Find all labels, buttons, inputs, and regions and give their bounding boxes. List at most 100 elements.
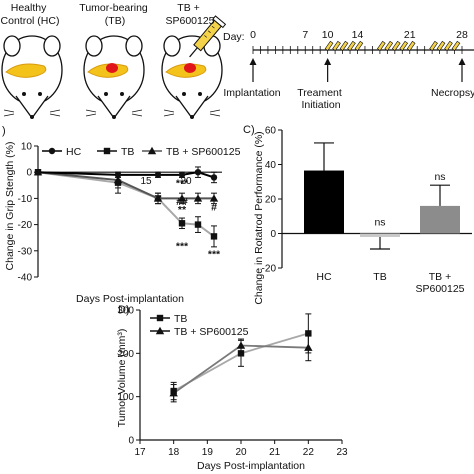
panel-c-category-label: TB (373, 271, 386, 283)
panel-d-legend-label: TB + SP600125 (174, 326, 249, 338)
panel-d-data-point (305, 330, 312, 337)
panel-b-x-tick-label: 15 (140, 176, 152, 187)
panel-c-category-label: TB + (429, 271, 451, 283)
timeline: Day: 0 7 10 14 21 28 Implantation Treament In… (223, 29, 474, 111)
panel-b-data-point (154, 171, 162, 179)
panel-b-legend-marker (103, 147, 111, 155)
panel-b-legend-label: TB (121, 146, 134, 158)
group-label-hc: Healthy Control (HC) (1, 2, 60, 27)
panel-d-x-tick-label: 17 (134, 447, 146, 458)
timeline-day-label: 14 (352, 29, 364, 41)
panel-d-data-point (237, 350, 245, 357)
injection-mark-icon (384, 40, 394, 51)
panel-d-x-tick-label: 23 (336, 447, 348, 458)
mouse-tb-sp600125-illustration (161, 15, 227, 120)
panel-b-y-tick-label: -10 (18, 194, 33, 205)
panel-d-y-axis-label: Tumor Volume (mm³) (116, 329, 128, 428)
timeline-day-labels: 0 7 10 14 21 28 (250, 29, 468, 41)
mouse-hc-illustration (1, 35, 63, 120)
arrow-implantation-icon (249, 58, 257, 82)
timeline-day-label: 21 (404, 29, 416, 41)
panel-b-data-point (194, 221, 202, 228)
panel-d-legend-marker (155, 326, 165, 335)
panel-c-category-label: SP600125 (415, 283, 464, 295)
panel-c-y-tick-label: 40 (265, 160, 277, 171)
panel-c-y-tick-label: 20 (265, 195, 277, 206)
panel-c-rotarod-chart: C) Change in Rotatrod Performance (%) 60… (243, 124, 472, 305)
panel-d-data-point (169, 389, 178, 397)
injection-mark-icon (324, 40, 334, 51)
injection-mark-icon (451, 40, 461, 51)
panel-d-y-tick-label: 300 (117, 306, 134, 317)
panel-c-bar (304, 170, 344, 234)
syringe-icon (189, 15, 227, 58)
timeline-event-implantation: Implantation (223, 87, 280, 99)
panel-b-y-axis-label: Change in Grip Stength (%) (4, 142, 16, 271)
panel-d-letter: D) (118, 304, 130, 316)
panel-a: Healthy Control (HC) Tumor-bearing (TB) … (1, 2, 474, 120)
panel-b-y-tick-label: -20 (18, 220, 33, 231)
panel-d-y-tick-label: 0 (128, 436, 134, 447)
panel-d-legend-label: TB (174, 313, 187, 325)
injection-mark-icon (436, 40, 446, 51)
panel-b-letter: ) (2, 125, 6, 137)
panel-b-legend-label: TB + SP600125 (166, 146, 241, 158)
injection-mark-icon (406, 40, 416, 51)
panel-b-legend-label: HC (66, 146, 82, 158)
panel-d-legend-marker (156, 314, 164, 322)
panel-b-data-point (178, 171, 186, 179)
panel-b-significance-label: ** (178, 204, 187, 216)
injection-mark-icon (391, 40, 401, 51)
panel-c-bar (420, 205, 460, 234)
timeline-day-label: 0 (250, 29, 256, 41)
panel-c-bar (360, 233, 400, 237)
panel-b-significance-label: *** (176, 178, 189, 190)
panel-b-data-point (114, 171, 122, 179)
panel-c-category-label: HC (316, 271, 332, 283)
timeline-event-treatment-initiation: Treament Initiation (297, 87, 344, 111)
panel-b-data-point (153, 194, 163, 202)
panel-b-y-tick-label: 10 (21, 142, 33, 153)
timeline-day-prefix: Day: (223, 31, 245, 43)
panel-c-y-tick-label: 0 (270, 229, 276, 240)
mouse-tb-illustration (83, 35, 145, 120)
panel-b-grip-strength-chart: ) Change in Grip Stength (%) Days Post-i… (2, 125, 241, 305)
injection-mark-icon (354, 40, 364, 51)
injection-mark-icon (377, 40, 386, 51)
panel-b-y-tick-label: 0 (26, 168, 32, 179)
panel-b-data-point (209, 194, 219, 202)
injection-mark-icon (347, 40, 356, 51)
injection-mark-icon (429, 40, 438, 51)
panel-b-legend: HC TB TB + SP600125 (42, 146, 241, 158)
panel-d-y-tick-label: 200 (117, 349, 134, 360)
panel-d-x-axis-label: Days Post-implantation (197, 460, 305, 472)
panel-b-x-axis-label: Days Post-implantation (76, 293, 184, 305)
panel-b-x-tick-label: 20 (180, 176, 192, 187)
panel-b-significance-label: # (211, 201, 217, 213)
timeline-event-necropsy: Necropsy (431, 87, 474, 99)
panel-b-legend-marker (48, 147, 56, 155)
panel-d-data-point (236, 341, 246, 349)
panel-d-x-tick-label: 20 (235, 447, 247, 458)
panel-b-data-point (210, 174, 218, 181)
panel-b-significance-label: ## (176, 196, 188, 208)
arrow-necropsy-icon (458, 58, 466, 82)
timeline-day-label: 28 (456, 29, 468, 41)
panel-b-data-point (194, 169, 202, 176)
panel-c-y-tick-label: 60 (265, 126, 277, 137)
panel-b-data-point (210, 233, 218, 240)
group-label-tb: Tumor-bearing (TB) (79, 2, 150, 27)
panel-c-y-axis-label: Change in Rotatrod Performance (%) (253, 131, 265, 304)
panel-d-y-tick-label: 100 (117, 392, 134, 403)
panel-b-significance-label: *** (208, 248, 221, 260)
arrow-treatment-icon (324, 58, 332, 82)
panel-c-significance-label: ns (434, 171, 445, 183)
panel-c-significance-label: ns (374, 217, 385, 229)
panel-b-significance-label: *** (176, 241, 189, 253)
panel-c-letter: C) (243, 124, 255, 136)
timeline-arrows (249, 58, 466, 82)
panel-b-data-point (34, 169, 42, 176)
injection-mark-icon (332, 40, 341, 51)
